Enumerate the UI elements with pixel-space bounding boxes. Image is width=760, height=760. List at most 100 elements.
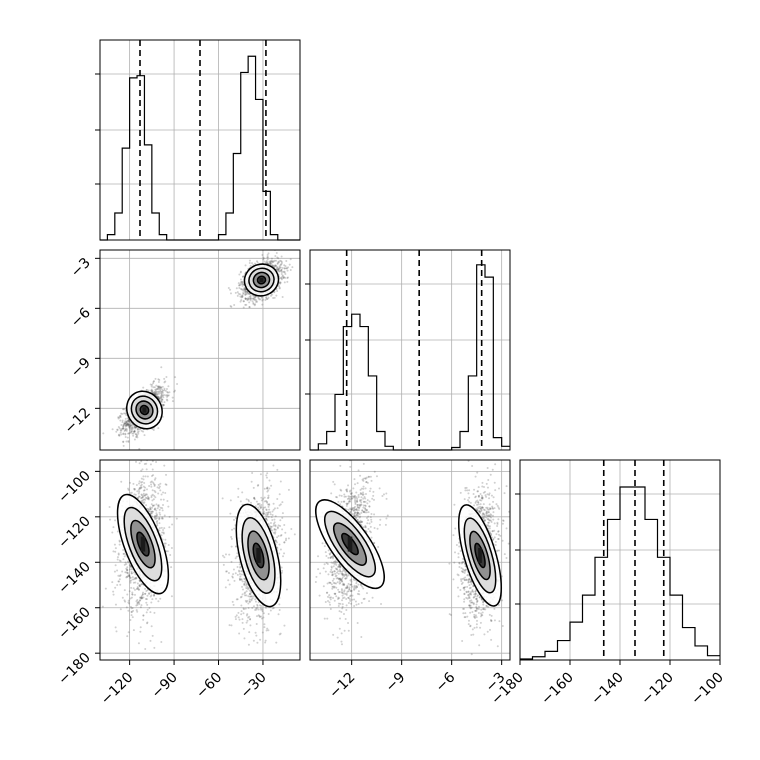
scatter-point — [253, 304, 256, 307]
scatter-point — [130, 572, 133, 575]
scatter-point — [152, 481, 155, 484]
scatter-point — [280, 263, 283, 266]
scatter-point — [265, 629, 268, 632]
scatter-point — [155, 517, 158, 520]
scatter-point — [137, 492, 140, 495]
scatter-point — [142, 591, 145, 594]
scatter-point — [141, 593, 144, 596]
scatter-point — [278, 633, 281, 636]
scatter-point — [262, 497, 265, 500]
scatter-point — [252, 595, 255, 598]
scatter-point — [140, 481, 143, 484]
scatter-point — [221, 497, 224, 500]
scatter-point — [133, 487, 136, 490]
scatter-point — [146, 497, 149, 500]
scatter-point — [240, 288, 243, 291]
scatter-point — [236, 294, 239, 297]
scatter-point — [271, 264, 274, 267]
scatter-point — [126, 569, 129, 572]
scatter-point — [250, 599, 253, 602]
scatter-point — [142, 492, 145, 495]
scatter-point — [137, 495, 140, 498]
scatter-point — [135, 600, 138, 603]
scatter-point — [237, 292, 240, 295]
scatter-point — [156, 524, 159, 527]
scatter-point — [244, 297, 247, 300]
scatter-point — [136, 427, 139, 430]
scatter-point — [256, 641, 259, 644]
scatter-point — [245, 583, 248, 586]
scatter-point — [153, 478, 156, 481]
scatter-point — [259, 473, 262, 476]
scatter-point — [113, 543, 116, 546]
scatter-point — [153, 504, 156, 507]
scatter-point — [155, 460, 158, 463]
scatter-point — [128, 420, 131, 423]
scatter-point — [257, 502, 260, 505]
scatter-point — [272, 531, 275, 534]
scatter-point — [129, 492, 132, 495]
scatter-point — [245, 297, 248, 300]
scatter-point — [142, 475, 145, 478]
scatter-point — [240, 296, 243, 299]
scatter-point — [160, 401, 163, 404]
scatter-point — [253, 496, 256, 499]
scatter-point — [254, 598, 257, 601]
scatter-point — [250, 480, 253, 483]
scatter-point — [253, 498, 256, 501]
scatter-point — [275, 251, 278, 254]
scatter-point — [273, 528, 276, 531]
scatter-point — [281, 516, 284, 519]
scatter-point — [137, 427, 140, 430]
scatter-point — [138, 487, 141, 490]
scatter-point — [118, 575, 121, 578]
density-peak — [142, 407, 147, 413]
scatter-point — [241, 284, 244, 287]
scatter-point — [132, 587, 135, 590]
scatter-point — [253, 296, 256, 299]
scatter-point — [124, 421, 127, 424]
scatter-point — [164, 542, 167, 545]
scatter-point — [131, 426, 134, 429]
scatter-point — [128, 574, 131, 577]
scatter-point — [132, 629, 135, 632]
scatter-point — [273, 528, 276, 531]
scatter-point — [160, 640, 163, 643]
scatter-point — [263, 512, 266, 515]
scatter-point — [239, 566, 242, 569]
scatter-point — [130, 614, 133, 617]
scatter-point — [269, 609, 272, 612]
scatter-point — [241, 593, 244, 596]
panel-frame — [99, 249, 301, 451]
scatter-point — [157, 504, 160, 507]
scatter-point — [258, 502, 261, 505]
scatter-point — [261, 303, 264, 306]
scatter-point — [125, 421, 128, 424]
scatter-point — [280, 255, 283, 258]
scatter-point — [260, 296, 263, 299]
scatter-point — [130, 430, 133, 433]
scatter-point — [244, 607, 247, 610]
scatter-point — [267, 511, 270, 514]
scatter-point — [266, 627, 269, 630]
scatter-point — [122, 427, 125, 430]
scatter-point — [138, 428, 141, 431]
scatter-point — [136, 610, 139, 613]
scatter-point — [133, 425, 136, 428]
scatter-point — [238, 273, 241, 276]
scatter-point — [244, 581, 247, 584]
scatter-point — [158, 517, 161, 520]
scatter-point — [123, 422, 126, 425]
scatter-point — [154, 390, 157, 393]
scatter-point — [276, 262, 279, 265]
scatter-point — [156, 513, 159, 516]
scatter-point — [135, 433, 138, 436]
scatter-point — [151, 383, 154, 386]
scatter-point — [222, 563, 225, 566]
scatter-point — [127, 420, 130, 423]
scatter-point — [279, 632, 282, 635]
scatter-point — [251, 262, 254, 265]
scatter-point — [167, 505, 170, 508]
scatter-point — [122, 427, 125, 430]
scatter-point — [156, 519, 159, 522]
